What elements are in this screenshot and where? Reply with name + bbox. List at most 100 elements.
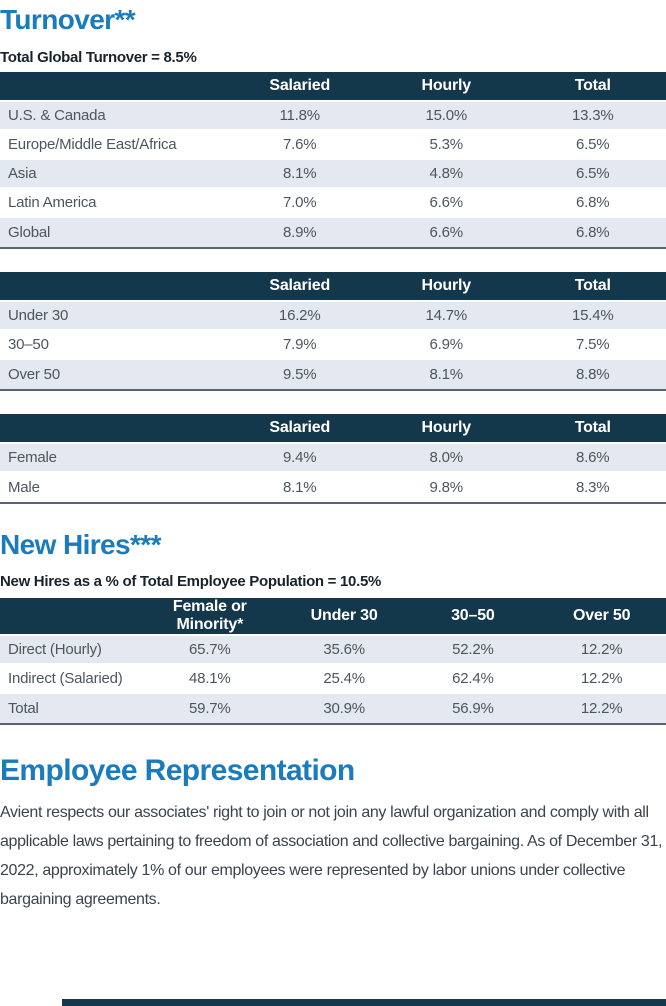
table-row: Total 59.7% 30.9% 56.9% 12.2%	[0, 694, 666, 723]
cell-value: 8.3%	[576, 479, 610, 496]
row-label: Direct (Hourly)	[0, 636, 140, 665]
turnover-section-title: Turnover**	[0, 4, 136, 35]
turnover-by-age-table: Salaried Hourly Total Under 30 16.2% 14.7% 15.…	[0, 272, 666, 391]
row-label: Over 50	[8, 366, 60, 383]
cell-value: 14.7%	[372, 302, 520, 331]
page-footer-bar	[62, 999, 666, 1006]
employee-representation-title: Employee Representation	[0, 754, 355, 787]
cell-value: 30.9%	[323, 700, 365, 717]
cell-value: 7.6%	[226, 131, 373, 160]
cell-value: 8.1%	[429, 366, 464, 383]
cell-value: 7.0%	[226, 189, 373, 218]
row-label: Under 30	[0, 302, 227, 331]
table-row: Indirect (Salaried) 48.1% 25.4% 62.4% 12.2%	[0, 665, 666, 694]
cell-value: 6.8%	[519, 189, 666, 218]
cell-value: 13.3%	[519, 102, 666, 131]
table-row: Male 8.1% 9.8% 8.3%	[0, 473, 666, 502]
cell-value: 65.7%	[139, 636, 280, 665]
cell-value: 35.6%	[279, 636, 409, 665]
cell-value: 8.1%	[283, 479, 317, 496]
cell-value: 6.8%	[576, 224, 610, 241]
new-hires-subtitle: New Hires as a % of Total Employee Popul…	[0, 573, 382, 590]
new-hires-section-title: New Hires***	[0, 529, 161, 560]
cell-value: 8.1%	[226, 160, 373, 189]
table-row: 30–50 7.9% 6.9% 7.5%	[0, 331, 666, 360]
cell-value: 15.4%	[519, 302, 666, 331]
total-global-turnover-subtitle: Total Global Turnover = 8.5%	[0, 49, 197, 66]
cell-value: 16.2%	[226, 302, 373, 331]
cell-value: 48.1%	[139, 665, 280, 694]
row-label-header	[0, 414, 227, 444]
cell-value: 25.4%	[279, 665, 409, 694]
row-label: Asia	[0, 160, 227, 189]
column-header: 30–50	[408, 598, 538, 636]
column-header: Over 50	[537, 598, 666, 636]
column-header: Hourly	[372, 272, 520, 302]
table-row: Direct (Hourly) 65.7% 35.6% 52.2% 12.2%	[0, 636, 666, 665]
column-header: Total	[519, 272, 666, 302]
row-label: Global	[8, 224, 51, 241]
cell-value: 6.9%	[372, 331, 520, 360]
cell-value: 9.8%	[429, 479, 464, 496]
column-header: Salaried	[226, 72, 373, 102]
turnover-by-gender-table: Salaried Hourly Total Female 9.4% 8.0% 8.6% Mal…	[0, 414, 666, 504]
new-hires-table: Female or Minority* Under 30 30–50 Over 50 D…	[0, 598, 666, 725]
column-header: Salaried	[226, 272, 373, 302]
cell-value: 59.7%	[189, 700, 231, 717]
table-row: Global 8.9% 6.6% 6.8%	[0, 218, 666, 247]
table-header-row: Salaried Hourly Total	[0, 414, 666, 444]
row-label: Total	[8, 700, 39, 717]
row-label-header	[0, 598, 140, 636]
row-label: 30–50	[0, 331, 227, 360]
cell-value: 8.0%	[372, 444, 520, 473]
cell-value: 8.9%	[283, 224, 317, 241]
table-row: Latin America 7.0% 6.6% 6.8%	[0, 189, 666, 218]
cell-value: 6.6%	[372, 189, 520, 218]
cell-value: 7.5%	[519, 331, 666, 360]
cell-value: 12.2%	[537, 665, 666, 694]
row-label: Europe/Middle East/Africa	[0, 131, 227, 160]
cell-value: 7.9%	[226, 331, 373, 360]
table-header-row: Salaried Hourly Total	[0, 272, 666, 302]
row-label-header	[0, 272, 227, 302]
cell-value: 62.4%	[408, 665, 538, 694]
table-row: Asia 8.1% 4.8% 6.5%	[0, 160, 666, 189]
cell-value: 6.5%	[519, 131, 666, 160]
cell-value: 15.0%	[372, 102, 520, 131]
cell-value: 12.2%	[537, 636, 666, 665]
column-header: Total	[519, 414, 666, 444]
table-row: Over 50 9.5% 8.1% 8.8%	[0, 360, 666, 389]
table-row: Under 30 16.2% 14.7% 15.4%	[0, 302, 666, 331]
column-header: Salaried	[226, 414, 373, 444]
cell-value: 56.9%	[452, 700, 494, 717]
cell-value: 52.2%	[408, 636, 538, 665]
column-header: Female or Minority*	[139, 598, 280, 636]
cell-value: 5.3%	[372, 131, 520, 160]
cell-value: 9.4%	[226, 444, 373, 473]
table-row: Europe/Middle East/Africa 7.6% 5.3% 6.5%	[0, 131, 666, 160]
row-label: Male	[8, 479, 40, 496]
row-label-header	[0, 72, 227, 102]
row-label: Indirect (Salaried)	[0, 665, 140, 694]
turnover-by-region-table: Salaried Hourly Total U.S. & Canada 11.8% 15.…	[0, 72, 666, 249]
column-header: Hourly	[372, 414, 520, 444]
cell-value: 4.8%	[372, 160, 520, 189]
table-row: Female 9.4% 8.0% 8.6%	[0, 444, 666, 473]
row-label: Female	[0, 444, 227, 473]
column-header: Under 30	[279, 598, 409, 636]
cell-value: 11.8%	[226, 102, 373, 131]
cell-value: 12.2%	[580, 700, 623, 717]
cell-value: 6.5%	[519, 160, 666, 189]
table-row: U.S. & Canada 11.8% 15.0% 13.3%	[0, 102, 666, 131]
cell-value: 8.8%	[576, 366, 610, 383]
cell-value: 6.6%	[429, 224, 464, 241]
column-header: Total	[519, 72, 666, 102]
table-header-row: Female or Minority* Under 30 30–50 Over 50	[0, 598, 666, 636]
row-label: U.S. & Canada	[0, 102, 227, 131]
row-label: Latin America	[0, 189, 227, 218]
cell-value: 8.6%	[519, 444, 666, 473]
column-header: Hourly	[372, 72, 520, 102]
employee-representation-paragraph: Avient respects our associates' right to…	[0, 804, 663, 908]
table-header-row: Salaried Hourly Total	[0, 72, 666, 102]
